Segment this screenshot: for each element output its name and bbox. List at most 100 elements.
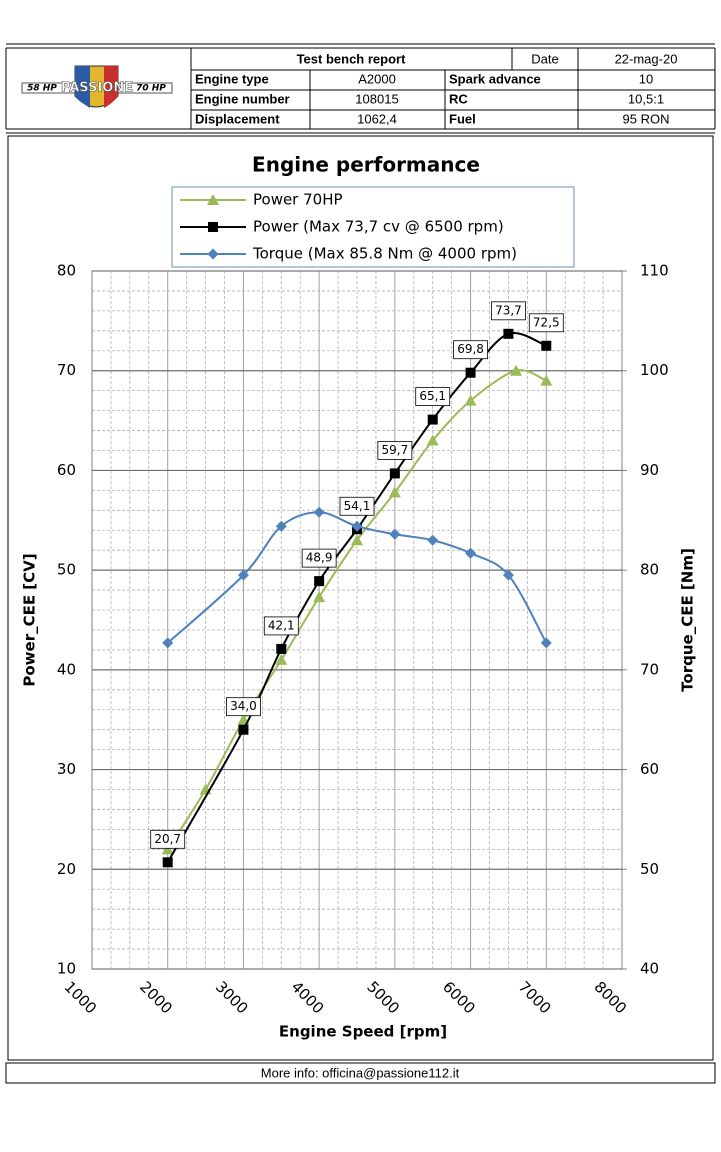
marker — [314, 576, 325, 587]
header-cell: 10,5:1 — [628, 91, 664, 106]
data-label: 72,5 — [533, 315, 560, 329]
marker — [275, 653, 288, 665]
legend-marker — [208, 222, 218, 232]
header-rows: Engine type A2000 Spark advance 10 Engine nu… — [195, 71, 669, 126]
marker — [541, 340, 552, 351]
logo: 58 HP PASSIONE 70 HP — [21, 65, 173, 108]
marker — [465, 547, 477, 559]
plot-border — [91, 270, 623, 970]
y2-tick-label: 70 — [640, 660, 659, 678]
legend-label: Power (Max 73,7 cv @ 6500 rpm) — [253, 218, 504, 236]
data-label: 54,1 — [344, 499, 371, 513]
report-title: Test bench report — [297, 51, 407, 66]
marker — [389, 468, 400, 479]
legend-marker — [207, 194, 219, 205]
marker — [351, 534, 363, 546]
y-tick-label: 80 — [57, 262, 76, 280]
data-label-box — [453, 340, 488, 360]
footer-box — [5, 1062, 716, 1084]
data-label: 65,1 — [419, 389, 446, 403]
data-label-box — [415, 387, 451, 406]
y-tick-label: 50 — [57, 561, 76, 579]
marker — [510, 364, 522, 376]
header-cell: Fuel — [449, 111, 476, 126]
data-label: 48,9 — [306, 551, 333, 565]
y-axis-label: Power_CEE [CV] — [21, 553, 39, 686]
marker — [502, 569, 514, 581]
series-line — [166, 369, 547, 850]
logo-name: PASSIONE — [61, 81, 133, 96]
y2-tick-label: 100 — [640, 361, 669, 379]
header-cell: A2000 — [358, 71, 396, 86]
y2-tick-label: 50 — [640, 860, 659, 878]
data-label-box — [263, 616, 299, 636]
header-cell: Engine number — [195, 91, 290, 106]
data-label-box — [528, 313, 564, 333]
y-tick-label: 70 — [57, 361, 76, 379]
marker — [313, 591, 326, 603]
data-label: 20,7 — [154, 832, 181, 846]
marker — [389, 528, 401, 540]
header-table — [5, 43, 716, 134]
marker — [276, 643, 287, 654]
marker — [161, 843, 174, 855]
y2-tick-label: 110 — [640, 262, 669, 280]
marker — [351, 520, 363, 532]
y2-tick-label: 40 — [640, 960, 659, 978]
marker — [162, 637, 174, 649]
marker — [313, 506, 325, 518]
data-label-box — [339, 496, 375, 516]
y2-tick-label: 60 — [640, 760, 659, 778]
legend-label: Torque (Max 85.8 Nm @ 4000 rpm) — [252, 245, 517, 263]
y2-axis-label: Torque_CEE [Nm] — [679, 548, 697, 692]
chart-title: Engine performance — [252, 153, 480, 177]
data-label-box — [150, 829, 186, 849]
marker — [540, 374, 553, 386]
data-label: 59,7 — [381, 443, 408, 457]
data-label: 42,1 — [268, 618, 295, 632]
data-label: 73,7 — [495, 303, 522, 317]
marker — [503, 328, 514, 339]
header-cell: 1062,4 — [357, 111, 397, 126]
marker — [465, 367, 476, 378]
legend-label: Power 70HP — [253, 191, 343, 209]
x-axis-label: Engine Speed [rpm] — [279, 1023, 447, 1041]
data-label-box — [226, 697, 261, 717]
data-label: 34,0 — [230, 699, 257, 713]
marker — [237, 569, 249, 581]
grid — [91, 270, 623, 970]
legend-marker — [207, 248, 219, 260]
header-cell: RC — [449, 91, 468, 106]
date-label: Date — [531, 51, 558, 66]
marker — [540, 637, 552, 649]
marker — [427, 414, 438, 425]
header-cell: Engine type — [195, 71, 269, 86]
header-cell: Displacement — [195, 111, 280, 126]
header-cell: 95 RON — [623, 111, 670, 126]
data-label-box — [491, 301, 526, 321]
data-label: 69,8 — [457, 342, 484, 356]
marker — [427, 534, 439, 546]
data-label-box — [377, 441, 413, 460]
logo-right: 70 HP — [136, 84, 166, 94]
logo-left: 58 HP — [27, 84, 57, 94]
marker — [238, 724, 249, 735]
header-cell: 10 — [639, 71, 653, 86]
date: 22-mag-20 — [615, 51, 678, 66]
y-tick-label: 40 — [57, 660, 76, 678]
header-cell: 108015 — [355, 91, 398, 106]
series-line — [167, 511, 548, 644]
marker — [275, 520, 287, 532]
data-label-box — [301, 548, 337, 568]
marker — [426, 434, 439, 446]
y-tick-label: 30 — [57, 760, 76, 778]
marker — [388, 486, 401, 498]
marker — [464, 394, 477, 406]
footer: More info: officina@passione112.it — [261, 1065, 460, 1080]
header-cell: Spark advance — [449, 71, 541, 86]
y-tick-label: 20 — [57, 860, 76, 878]
marker — [162, 857, 173, 868]
y-tick-label: 10 — [57, 960, 76, 978]
y2-tick-label: 90 — [640, 461, 659, 479]
